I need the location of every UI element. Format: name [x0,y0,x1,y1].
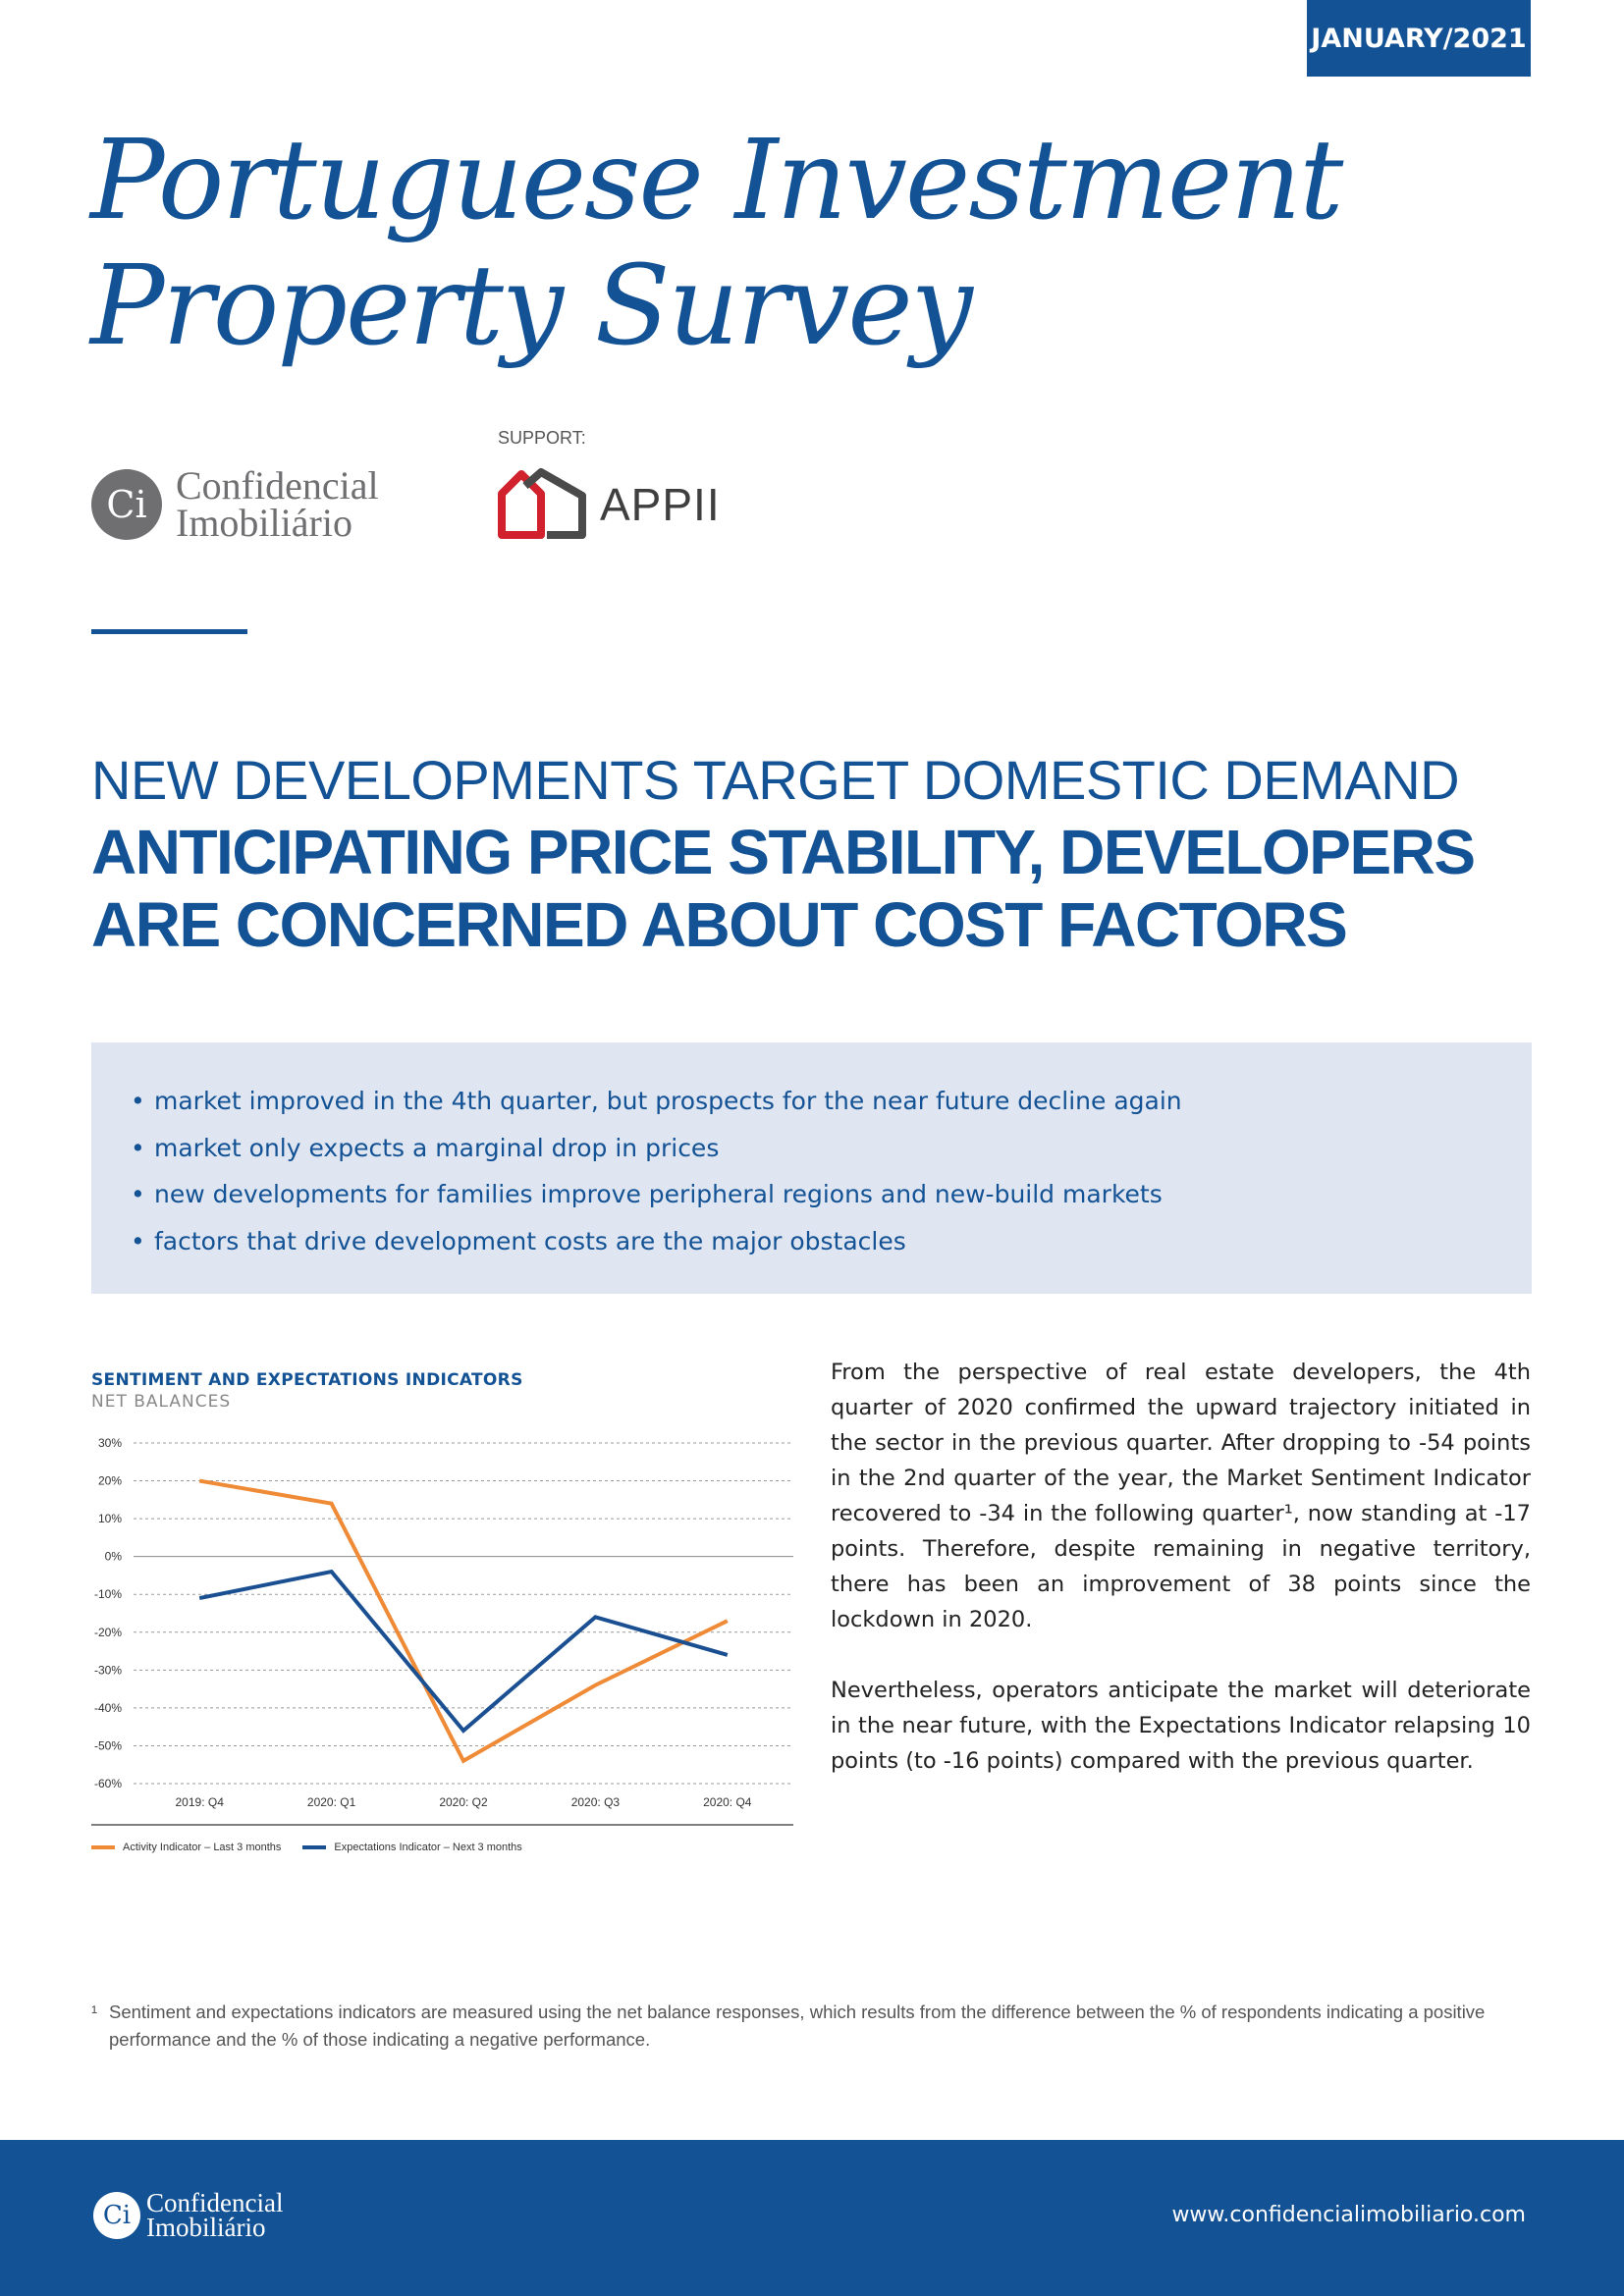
report-title-line-1: Portuguese Investment [90,117,1343,244]
footnote-text: Sentiment and expectations indicators ar… [109,2002,1486,2050]
chart-title: SENTIMENT AND EXPECTATIONS INDICATORS [91,1370,523,1390]
highlights-box: market improved in the 4th quarter, but … [91,1042,1532,1294]
ci-logo-text: Confidencial Imobiliário [176,463,379,545]
page-footer: Ci Confidencial Imobiliário www.confiden… [0,2140,1624,2296]
y-tick-label: -40% [94,1701,122,1715]
appii-house-icon [498,468,586,539]
y-tick-label: -30% [94,1663,122,1677]
footnote-mark: ¹ [91,2002,98,2022]
article-kicker: NEW DEVELOPMENTS TARGET DOMESTIC DEMAND [91,749,1460,811]
y-tick-label: -10% [94,1587,122,1601]
highlight-item: market improved in the 4th quarter, but … [131,1078,1532,1125]
article-headline: ANTICIPATING PRICE STABILITY, DEVELOPERS… [91,816,1476,961]
footnote: ¹ Sentiment and expectations indicators … [91,1999,1505,2054]
expectations-indicator-line [198,1569,729,1734]
support-label: SUPPORT: [498,428,586,448]
chart-subtitle: NET BALANCES [91,1392,232,1412]
y-tick-label: 0% [105,1550,123,1564]
legend-item-activity: Activity Indicator – Last 3 months [91,1842,281,1853]
y-tick-label: 20% [98,1474,122,1488]
highlight-item: factors that drive development costs are… [131,1218,1532,1265]
report-title: Portuguese Investment Property Survey [90,117,1343,370]
body-paragraph: From the perspective of real estate deve… [831,1360,1531,1632]
headline-line-2: ARE CONCERNED ABOUT COST FACTORS [91,889,1348,960]
legend-label-expectations: Expectations Indicator – Next 3 months [334,1842,522,1853]
footer-logo-text: Confidencial Imobiliário [146,2188,284,2242]
x-tick-label: 2020: Q1 [307,1795,356,1809]
accent-rule [91,629,247,634]
y-tick-label: 30% [98,1436,122,1450]
y-tick-label: -50% [94,1738,122,1752]
highlight-item: new developments for families improve pe… [131,1171,1532,1218]
article-body: From the perspective of real estate deve… [831,1355,1531,1814]
x-tick-label: 2020: Q3 [571,1795,621,1809]
sentiment-line-chart: 30% 20% 10% 0% -10% -20% -30% -40% -50% -60% 2019:… [91,1436,793,1826]
footer-logo-line-1: Confidencial [146,2188,284,2217]
highlight-item: market only expects a marginal drop in p… [131,1125,1532,1172]
date-badge: JANUARY/2021 [1307,0,1531,77]
body-paragraph: Nevertheless, operators anticipate the m… [831,1678,1531,1774]
appii-logo: APPII [496,466,721,543]
legend-swatch-expectations [302,1845,327,1849]
ci-logo-line-1: Confidencial [176,463,379,507]
highlights-list: market improved in the 4th quarter, but … [131,1078,1532,1264]
chart-legend: Activity Indicator – Last 3 months Expec… [91,1842,544,1853]
ci-logo-line-2: Imobiliário [176,501,352,545]
confidencial-imobiliario-logo: Ci Confidencial Imobiliário [91,463,379,545]
legend-item-expectations: Expectations Indicator – Next 3 months [302,1842,522,1853]
website-link[interactable]: www.confidencialimobiliario.com [1171,2203,1526,2227]
footer-logo-mark: Ci [93,2192,140,2239]
y-tick-label: -20% [94,1626,122,1639]
legend-swatch-activity [91,1845,115,1849]
footer-logo-line-2: Imobiliário [146,2213,266,2242]
footer-logo: Ci Confidencial Imobiliário [93,2188,284,2242]
activity-indicator-line [198,1478,729,1764]
legend-label-activity: Activity Indicator – Last 3 months [123,1842,282,1853]
y-tick-label: 10% [98,1512,122,1525]
appii-logo-text: APPII [600,479,721,530]
x-tick-label: 2020: Q4 [703,1795,752,1809]
y-tick-label: -60% [94,1777,122,1790]
x-tick-label: 2020: Q2 [439,1795,488,1809]
x-tick-label: 2019: Q4 [176,1795,225,1809]
report-title-line-2: Property Survey [90,242,973,370]
ci-logo-mark: Ci [91,469,162,540]
headline-line-1: ANTICIPATING PRICE STABILITY, DEVELOPERS [91,817,1476,887]
